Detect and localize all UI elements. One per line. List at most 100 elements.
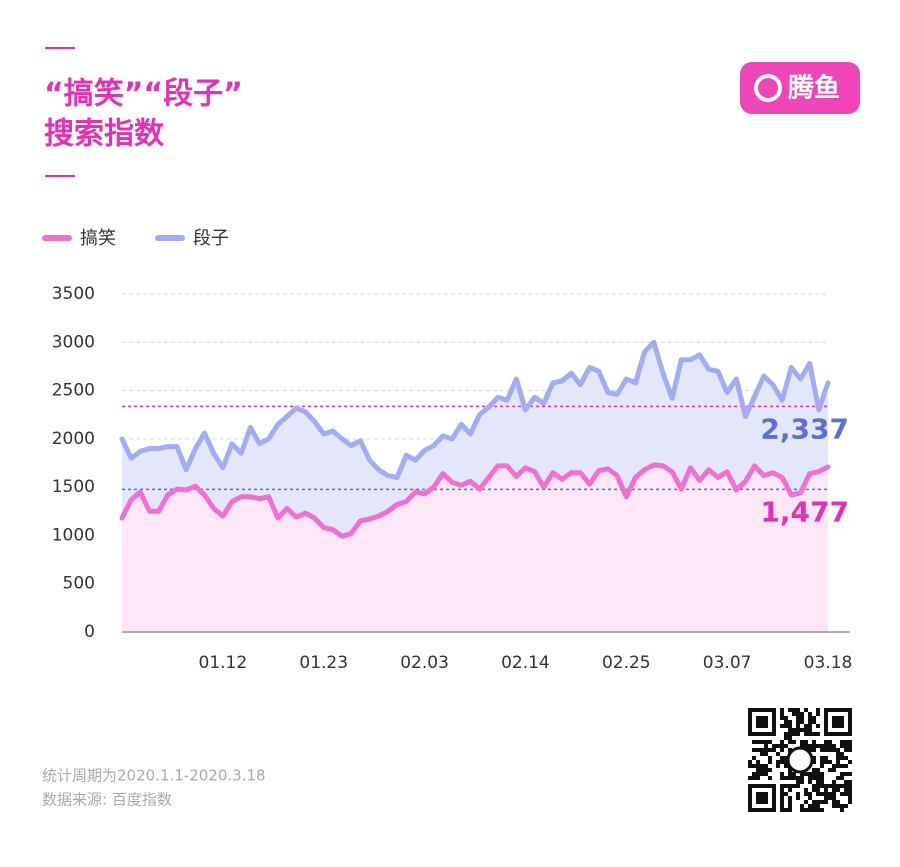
- qr-cell: [840, 776, 844, 780]
- qr-cell: [796, 728, 800, 732]
- qr-cell: [760, 752, 764, 756]
- qr-cell: [760, 764, 764, 768]
- line: [119, 339, 831, 480]
- qr-cell: [816, 788, 820, 792]
- qr-cell: [780, 712, 784, 716]
- qr-cell: [764, 748, 768, 752]
- qr-cell: [752, 776, 756, 780]
- qr-cell: [780, 808, 784, 812]
- x-tick-label: 01.23: [299, 653, 348, 673]
- qr-cell: [820, 756, 824, 760]
- qr-cell: [784, 784, 788, 788]
- qr-cell: [768, 748, 772, 752]
- qr-cell: [820, 792, 824, 796]
- qr-cell: [816, 784, 820, 788]
- qr-cell: [768, 756, 772, 760]
- qr-cell: [808, 780, 812, 784]
- qr-finder-core: [832, 716, 844, 728]
- qr-cell: [848, 748, 852, 752]
- qr-cell: [800, 804, 804, 808]
- qr-cell: [812, 740, 816, 744]
- qr-cell: [780, 804, 784, 808]
- qr-cell: [816, 712, 820, 716]
- qr-cell: [832, 784, 836, 788]
- qr-cell: [788, 788, 792, 792]
- qr-cell: [752, 772, 756, 776]
- x-tick-label: 02.14: [501, 653, 550, 673]
- qr-cell: [788, 728, 792, 732]
- qr-cell: [816, 732, 820, 736]
- qr-cell: [820, 800, 824, 804]
- qr-cell: [804, 724, 808, 728]
- qr-cell: [756, 764, 760, 768]
- qr-cell: [804, 800, 808, 804]
- legend-label: 搞笑: [80, 228, 116, 249]
- qr-cell: [756, 740, 760, 744]
- y-tick-label: 1500: [52, 477, 95, 497]
- qr-cell: [816, 724, 820, 728]
- qr-cell: [820, 744, 824, 748]
- x-tick-label: 03.18: [804, 653, 853, 673]
- qr-cell: [784, 732, 788, 736]
- qr-cell: [808, 716, 812, 720]
- qr-cell: [820, 748, 824, 752]
- qr-cell: [804, 772, 808, 776]
- qr-cell: [820, 808, 824, 812]
- qr-cell: [840, 808, 844, 812]
- qr-cell: [828, 748, 832, 752]
- qr-cell: [788, 748, 792, 752]
- qr-cell: [780, 744, 784, 748]
- qr-cell: [760, 768, 764, 772]
- qr-cell: [816, 772, 820, 776]
- qr-cell: [816, 768, 820, 772]
- qr-cell: [840, 740, 844, 744]
- qr-cell: [792, 784, 796, 788]
- qr-cell: [836, 800, 840, 804]
- qr-cell: [788, 724, 792, 728]
- qr-cell: [788, 772, 792, 776]
- qr-cell: [812, 784, 816, 788]
- qr-cell: [764, 744, 768, 748]
- qr-finder-core: [756, 792, 768, 804]
- y-tick-label: 2000: [52, 429, 95, 449]
- qr-cell: [836, 784, 840, 788]
- qr-cell: [796, 720, 800, 724]
- qr-cell: [840, 756, 844, 760]
- qr-cell: [752, 756, 756, 760]
- qr-cell: [848, 760, 852, 764]
- qr-cell: [808, 732, 812, 736]
- qr-cell: [788, 740, 792, 744]
- qr-cell: [840, 784, 844, 788]
- qr-cell: [832, 796, 836, 800]
- qr-cell: [800, 728, 804, 732]
- qr-cell: [752, 748, 756, 752]
- qr-cell: [816, 744, 820, 748]
- qr-cell: [808, 720, 812, 724]
- qr-cell: [792, 772, 796, 776]
- qr-cell: [780, 756, 784, 760]
- qr-cell: [788, 776, 792, 780]
- qr-cell: [780, 784, 784, 788]
- qr-cell: [800, 720, 804, 724]
- qr-cell: [812, 772, 816, 776]
- qr-cell: [748, 776, 752, 780]
- qr-cell: [796, 776, 800, 780]
- qr-cell: [840, 792, 844, 796]
- qr-cell: [800, 740, 804, 744]
- qr-cell: [836, 764, 840, 768]
- qr-cell: [828, 796, 832, 800]
- qr-cell: [788, 784, 792, 788]
- qr-cell: [804, 728, 808, 732]
- qr-cell: [764, 752, 768, 756]
- qr-cell: [788, 732, 792, 736]
- qr-cell: [796, 732, 800, 736]
- qr-cell: [780, 788, 784, 792]
- qr-cell: [808, 724, 812, 728]
- qr-cell: [808, 744, 812, 748]
- qr-finder: [824, 708, 852, 736]
- y-tick-label: 0: [84, 622, 95, 642]
- qr-cell: [844, 780, 848, 784]
- qr-cell: [808, 728, 812, 732]
- qr-cell: [784, 792, 788, 796]
